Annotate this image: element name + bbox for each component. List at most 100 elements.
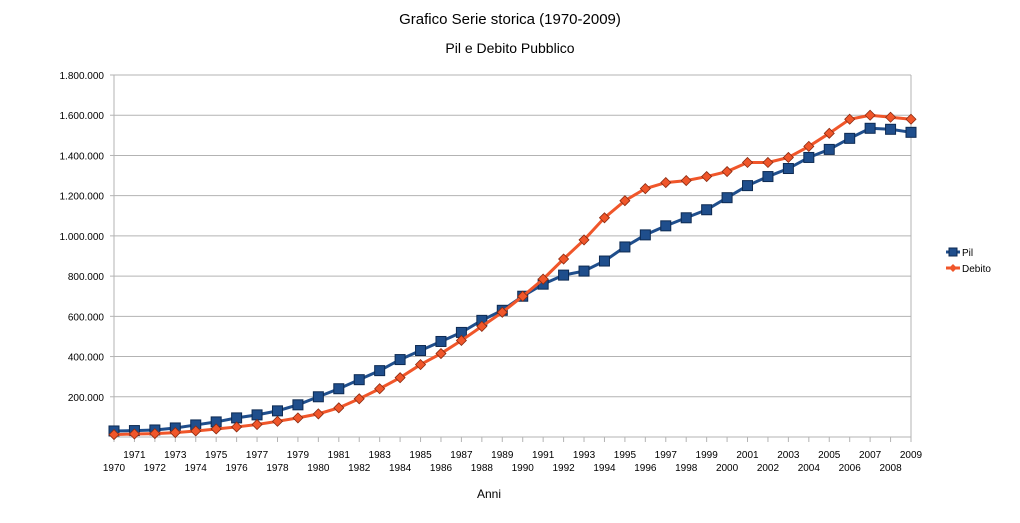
- x-tick-label: 1996: [634, 463, 657, 474]
- data-point-debito: [394, 372, 406, 384]
- data-point-pil: [578, 265, 590, 277]
- x-tick-label: 1999: [696, 450, 719, 461]
- data-point-pil: [558, 269, 570, 281]
- y-tick-label: 1.600.000: [60, 111, 105, 122]
- data-point-debito: [333, 402, 345, 414]
- x-tick-label: 2001: [736, 450, 759, 461]
- data-point-debito: [905, 113, 917, 125]
- x-tick-label: 1977: [246, 450, 269, 461]
- y-tick-label: 200.000: [68, 393, 105, 404]
- data-point-debito: [803, 140, 815, 152]
- data-point-pil: [782, 163, 794, 175]
- x-tick-label: 1975: [205, 450, 228, 461]
- data-point-debito: [517, 290, 529, 302]
- y-tick-label: 1.200.000: [60, 192, 105, 203]
- y-tick-label: 800.000: [68, 272, 105, 283]
- x-tick-label: 1991: [532, 450, 555, 461]
- x-tick-label: 1971: [123, 450, 146, 461]
- x-tick-label: 1987: [450, 450, 473, 461]
- data-point-debito: [149, 428, 161, 440]
- data-point-debito: [455, 334, 467, 347]
- data-point-debito: [864, 109, 876, 121]
- chart-title: Grafico Serie storica (1970-2009): [399, 11, 621, 28]
- data-point-pil: [639, 229, 651, 241]
- data-point-pil: [885, 123, 897, 135]
- y-tick-label: 1.400.000: [60, 151, 105, 162]
- data-point-debito: [537, 273, 549, 285]
- data-point-pil: [271, 405, 283, 417]
- y-tick-label: 1.000.000: [60, 232, 105, 243]
- x-tick-label: 1997: [655, 450, 678, 461]
- data-point-debito: [190, 425, 202, 437]
- x-tick-label: 1986: [430, 463, 453, 474]
- data-point-debito: [435, 347, 447, 360]
- x-tick-label: 2005: [818, 450, 841, 461]
- x-tick-label: 2004: [798, 463, 821, 474]
- data-point-debito: [169, 427, 181, 439]
- x-tick-label: 1985: [409, 450, 432, 461]
- x-tick-label: 2000: [716, 463, 739, 474]
- data-point-debito: [353, 393, 365, 405]
- x-tick-label: 1979: [287, 450, 310, 461]
- data-point-debito: [639, 183, 651, 195]
- data-point-debito: [292, 412, 304, 424]
- data-point-pil: [619, 241, 631, 253]
- x-tick-label: 2007: [859, 450, 882, 461]
- legend-label-pil: Pil: [962, 248, 973, 259]
- data-point-pil: [680, 212, 692, 224]
- data-point-debito: [884, 111, 897, 123]
- data-point-debito: [578, 234, 590, 246]
- data-point-pil: [701, 204, 713, 216]
- x-tick-label: 1995: [614, 450, 637, 461]
- x-tick-label: 1984: [389, 463, 412, 474]
- x-tick-label: 2008: [879, 463, 902, 474]
- data-point-debito: [414, 359, 427, 371]
- x-tick-label: 1993: [573, 450, 596, 461]
- data-point-pil: [435, 335, 447, 347]
- chart-subtitle: Pil e Debito Pubblico: [445, 40, 574, 56]
- x-tick-label: 2002: [757, 463, 780, 474]
- data-point-debito: [660, 177, 672, 189]
- data-point-debito: [558, 253, 570, 265]
- data-point-pil: [292, 399, 304, 411]
- x-tick-label: 1976: [225, 463, 248, 474]
- data-point-pil: [803, 151, 815, 163]
- legend-marker-pil: [948, 247, 958, 257]
- data-point-pil: [415, 345, 427, 357]
- data-point-debito: [680, 175, 692, 187]
- legend-label-debito: Debito: [962, 264, 991, 275]
- data-point-debito: [108, 429, 120, 441]
- data-point-debito: [374, 383, 386, 395]
- x-tick-label: 1972: [144, 463, 167, 474]
- data-point-debito: [496, 306, 508, 318]
- data-point-pil: [721, 192, 733, 204]
- data-point-debito: [741, 156, 754, 169]
- data-point-pil: [312, 391, 324, 403]
- x-tick-label: 1998: [675, 463, 698, 474]
- data-point-debito: [823, 127, 835, 139]
- data-point-pil: [251, 409, 263, 421]
- y-tick-label: 1.800.000: [60, 71, 105, 82]
- x-tick-label: 1992: [552, 463, 575, 474]
- x-tick-label: 1978: [266, 463, 289, 474]
- data-point-debito: [210, 423, 222, 435]
- data-point-debito: [701, 170, 713, 183]
- x-tick-label: 1994: [593, 463, 616, 474]
- data-point-pil: [394, 354, 406, 366]
- data-point-debito: [271, 415, 284, 427]
- data-point-debito: [762, 156, 774, 169]
- x-tick-label: 1973: [164, 450, 187, 461]
- y-tick-label: 600.000: [68, 312, 105, 323]
- data-point-debito: [312, 408, 324, 420]
- series-line-debito: [113, 113, 912, 437]
- x-tick-label: 2006: [839, 463, 862, 474]
- x-tick-label: 2003: [777, 450, 800, 461]
- data-point-pil: [742, 180, 754, 192]
- data-point-debito: [251, 418, 263, 431]
- data-point-pil: [353, 374, 365, 386]
- data-point-debito: [476, 320, 488, 332]
- x-tick-label: 1989: [491, 450, 514, 461]
- x-tick-label: 1990: [512, 463, 535, 474]
